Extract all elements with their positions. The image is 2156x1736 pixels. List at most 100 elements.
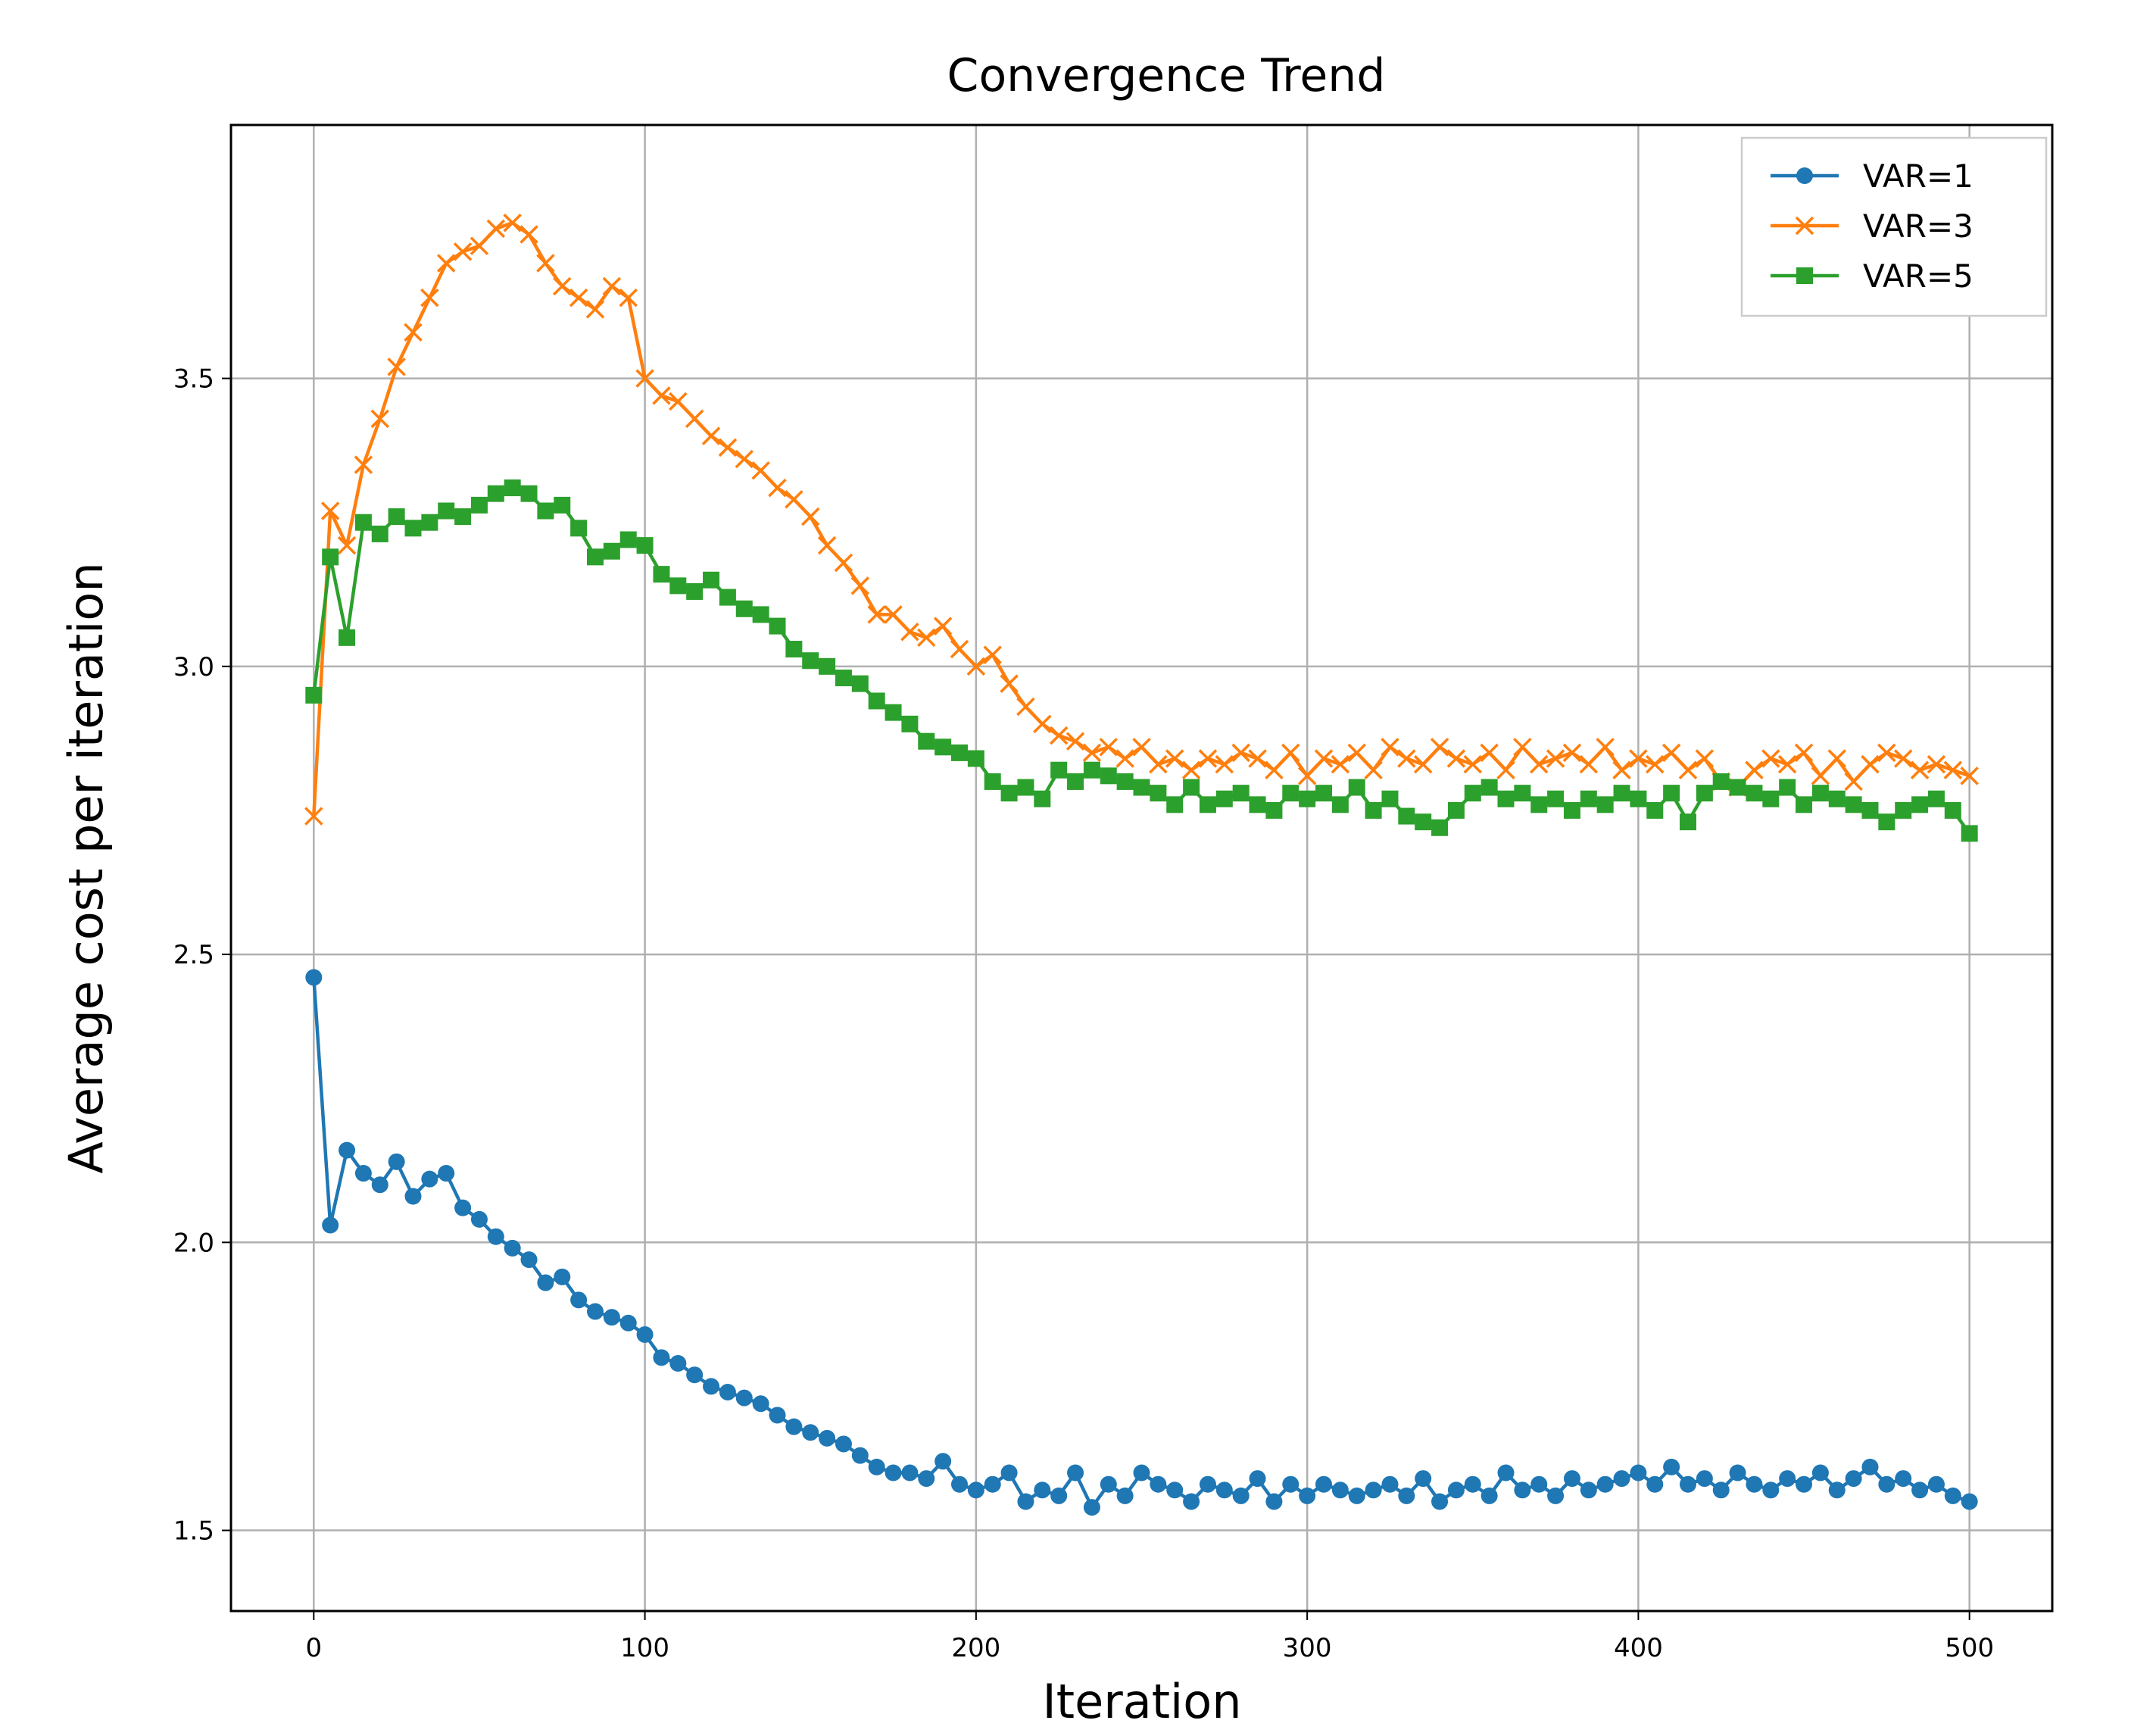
data-point (1678, 760, 1698, 779)
data-point (1695, 749, 1715, 768)
data-point (1413, 754, 1433, 774)
y-tick-label: 1.5 (173, 1516, 214, 1547)
data-point (304, 807, 323, 826)
data-point (1661, 743, 1681, 763)
data-point (1299, 790, 1316, 807)
data-point (835, 1435, 852, 1453)
data-point (1150, 1475, 1167, 1493)
data-point (1893, 749, 1913, 768)
data-point (1365, 801, 1382, 819)
data-point (1546, 749, 1565, 768)
data-point (851, 1447, 869, 1464)
x-tick-label: 400 (1614, 1633, 1663, 1663)
data-point (1712, 773, 1730, 790)
data-point (1083, 761, 1100, 779)
data-point (619, 288, 638, 308)
data-point (1331, 796, 1349, 813)
data-point (519, 225, 538, 244)
data-point (520, 485, 538, 502)
data-point (1762, 790, 1780, 807)
data-point (1282, 1475, 1300, 1493)
data-point (636, 537, 654, 554)
data-point (1796, 1475, 1813, 1493)
data-point (371, 1176, 388, 1194)
chart-title: Convergence Trend (947, 49, 1386, 102)
data-point (1034, 790, 1051, 807)
x-axis-label: Iteration (1043, 1674, 1242, 1729)
data-point (320, 501, 340, 520)
data-point (1911, 796, 1929, 813)
data-point (420, 288, 439, 308)
data-point (454, 508, 472, 526)
data-point (1315, 785, 1332, 802)
data-point (602, 276, 622, 296)
data-point (900, 622, 919, 642)
data-point (1811, 1464, 1829, 1482)
data-point (1630, 1464, 1647, 1482)
data-point (339, 629, 356, 646)
data-point (388, 508, 405, 526)
data-point (819, 1429, 836, 1447)
data-point (701, 426, 721, 445)
data-point (1845, 1470, 1862, 1488)
data-point (1215, 1482, 1233, 1499)
x-tick-label: 500 (1945, 1633, 1994, 1663)
data-point (1547, 1487, 1565, 1504)
ticks: 0 100 200 300 400 500 1.5 2.0 2.5 3.0 3.5 (173, 364, 1994, 1663)
data-point (868, 692, 885, 710)
data-point (1746, 1475, 1763, 1493)
data-point (470, 496, 488, 514)
data-point (1132, 738, 1151, 757)
data-point (1580, 790, 1597, 807)
data-point (1960, 767, 1979, 785)
data-point (1133, 1464, 1150, 1482)
data-point (553, 276, 572, 296)
data-point (1116, 773, 1134, 790)
data-point (1878, 1475, 1895, 1493)
data-point (1944, 801, 1961, 819)
data-point (1431, 819, 1449, 836)
data-point (685, 409, 704, 429)
data-point (1100, 767, 1117, 785)
data-point (554, 1268, 571, 1285)
data-point (1514, 1482, 1531, 1499)
data-point (587, 548, 604, 566)
data-point (918, 1470, 935, 1488)
data-point (751, 461, 770, 480)
data-point (1861, 1458, 1879, 1475)
data-point (1447, 801, 1465, 819)
legend-marker (1796, 167, 1813, 184)
y-tick-label: 2.5 (173, 940, 214, 970)
data-point (1149, 754, 1168, 774)
data-point (1927, 790, 1945, 807)
data-point (1050, 761, 1068, 779)
data-point (850, 576, 870, 595)
data-point (1331, 754, 1350, 774)
data-point (470, 1210, 488, 1228)
data-point (719, 589, 736, 606)
data-point (537, 502, 554, 520)
data-point (1083, 1499, 1100, 1516)
data-point (1281, 743, 1300, 763)
data-point (1480, 743, 1499, 763)
x-tick-label: 0 (305, 1633, 322, 1663)
data-point (404, 323, 423, 342)
data-point (1794, 743, 1814, 763)
data-point (603, 1309, 620, 1326)
data-point (1067, 1464, 1084, 1482)
data-point (785, 490, 803, 509)
x-tick-label: 200 (951, 1633, 1000, 1663)
data-point (933, 617, 953, 635)
data-point (769, 617, 786, 635)
data-point (438, 502, 455, 520)
data-point (1777, 754, 1797, 774)
data-point (1497, 1464, 1515, 1482)
data-point (653, 566, 670, 583)
data-point (537, 1274, 554, 1291)
data-point (1563, 801, 1580, 819)
data-point (1100, 1475, 1117, 1493)
data-point (1165, 749, 1184, 768)
data-point (785, 641, 803, 658)
data-point (1513, 738, 1532, 757)
